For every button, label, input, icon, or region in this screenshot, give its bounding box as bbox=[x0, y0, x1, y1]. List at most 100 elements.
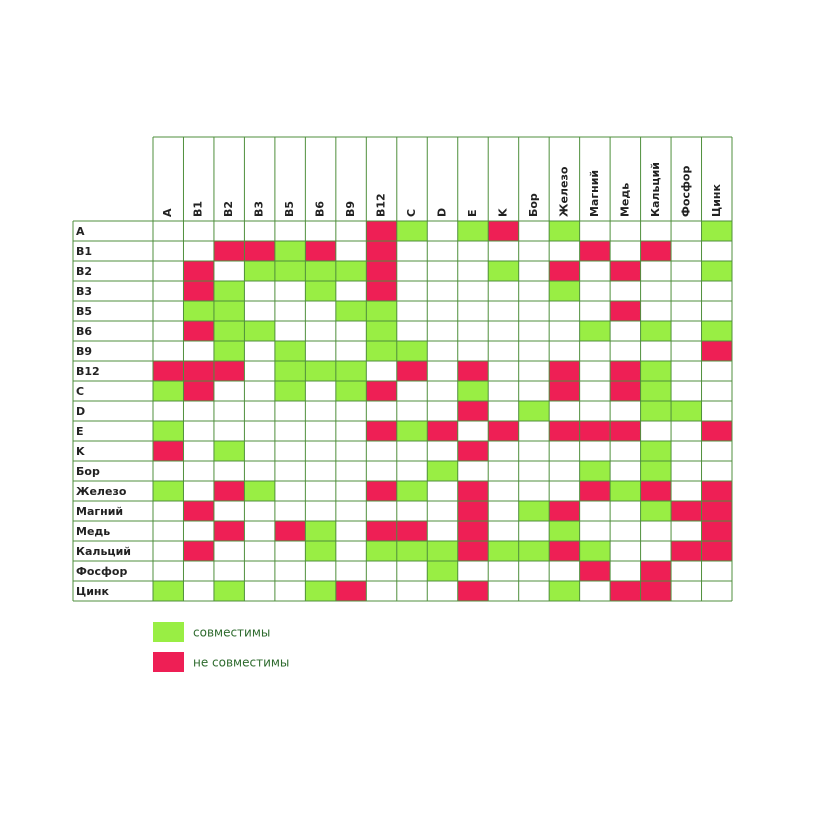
legend-swatch bbox=[153, 652, 184, 672]
cell bbox=[457, 401, 489, 421]
row-label: B6 bbox=[76, 325, 92, 338]
legend-swatch bbox=[153, 622, 184, 642]
cell bbox=[335, 581, 367, 601]
cell bbox=[427, 541, 458, 561]
column-label: B9 bbox=[344, 201, 357, 217]
cell bbox=[244, 261, 275, 281]
row-label: Магний bbox=[76, 505, 123, 518]
cell bbox=[488, 541, 519, 561]
row-label: Кальций bbox=[76, 545, 131, 558]
cell bbox=[671, 541, 702, 561]
cell bbox=[366, 281, 397, 301]
cell bbox=[153, 581, 184, 601]
cell bbox=[213, 321, 245, 341]
cell bbox=[183, 281, 214, 301]
cell bbox=[671, 501, 702, 521]
cell bbox=[610, 381, 641, 401]
cell bbox=[579, 461, 611, 481]
cell bbox=[549, 501, 580, 521]
row-label: B12 bbox=[76, 365, 100, 378]
column-label: B1 bbox=[192, 201, 205, 217]
cell bbox=[335, 261, 367, 281]
cell bbox=[640, 481, 672, 501]
cell bbox=[396, 341, 428, 361]
cell bbox=[518, 501, 550, 521]
cell bbox=[488, 221, 519, 241]
cell bbox=[671, 401, 702, 421]
row-label: Бор bbox=[76, 465, 100, 478]
column-label: K bbox=[496, 208, 509, 217]
cell bbox=[366, 521, 397, 541]
cell bbox=[610, 581, 641, 601]
column-label: B2 bbox=[222, 201, 235, 217]
cell bbox=[153, 381, 184, 401]
cell bbox=[183, 261, 214, 281]
cell bbox=[701, 221, 732, 241]
cell bbox=[274, 341, 306, 361]
cell bbox=[457, 221, 489, 241]
column-label: Медь bbox=[618, 183, 631, 217]
column-label: B6 bbox=[314, 201, 327, 217]
column-label: Железо bbox=[557, 166, 570, 217]
legend-label: не совместимы bbox=[193, 656, 289, 670]
row-label: B3 bbox=[76, 285, 92, 298]
cell bbox=[366, 261, 397, 281]
cell bbox=[366, 381, 397, 401]
column-label: C bbox=[405, 209, 418, 217]
column-label: Магний bbox=[588, 170, 601, 217]
cell bbox=[274, 261, 306, 281]
column-label: E bbox=[466, 209, 479, 217]
column-label: D bbox=[436, 208, 449, 217]
cell bbox=[488, 421, 519, 441]
column-label: A bbox=[161, 208, 174, 217]
row-label: B1 bbox=[76, 245, 92, 258]
cell bbox=[274, 381, 306, 401]
cell bbox=[366, 301, 397, 321]
cell bbox=[640, 381, 672, 401]
cell bbox=[579, 481, 611, 501]
cell bbox=[610, 301, 641, 321]
cell bbox=[457, 381, 489, 401]
cell bbox=[305, 281, 336, 301]
column-label: Цинк bbox=[710, 183, 723, 217]
cell bbox=[457, 441, 489, 461]
row-label: Фосфор bbox=[76, 565, 127, 578]
cell bbox=[244, 321, 275, 341]
cell bbox=[610, 481, 641, 501]
cell bbox=[610, 361, 641, 381]
cell bbox=[579, 321, 611, 341]
cell bbox=[549, 361, 580, 381]
cell bbox=[335, 361, 367, 381]
cell bbox=[335, 301, 367, 321]
cell bbox=[701, 321, 732, 341]
cell bbox=[640, 581, 672, 601]
cell bbox=[610, 261, 641, 281]
cell bbox=[396, 221, 428, 241]
cell bbox=[396, 521, 428, 541]
cell bbox=[153, 441, 184, 461]
cell bbox=[579, 561, 611, 581]
cell bbox=[305, 541, 336, 561]
cell bbox=[396, 541, 428, 561]
column-label: Кальций bbox=[649, 162, 662, 217]
cell bbox=[305, 261, 336, 281]
column-label: B3 bbox=[253, 201, 266, 217]
cell bbox=[153, 361, 184, 381]
row-label: E bbox=[76, 425, 84, 438]
cell bbox=[701, 521, 732, 541]
cell bbox=[366, 221, 397, 241]
cell bbox=[244, 481, 275, 501]
row-label: B9 bbox=[76, 345, 92, 358]
row-label: B5 bbox=[76, 305, 92, 318]
cell bbox=[213, 521, 245, 541]
cell bbox=[640, 501, 672, 521]
cell bbox=[549, 541, 580, 561]
column-label: Бор bbox=[527, 193, 540, 217]
cell bbox=[549, 421, 580, 441]
cell bbox=[427, 461, 458, 481]
cell bbox=[183, 301, 214, 321]
cell bbox=[335, 381, 367, 401]
row-label: K bbox=[76, 445, 85, 458]
cell bbox=[488, 261, 519, 281]
